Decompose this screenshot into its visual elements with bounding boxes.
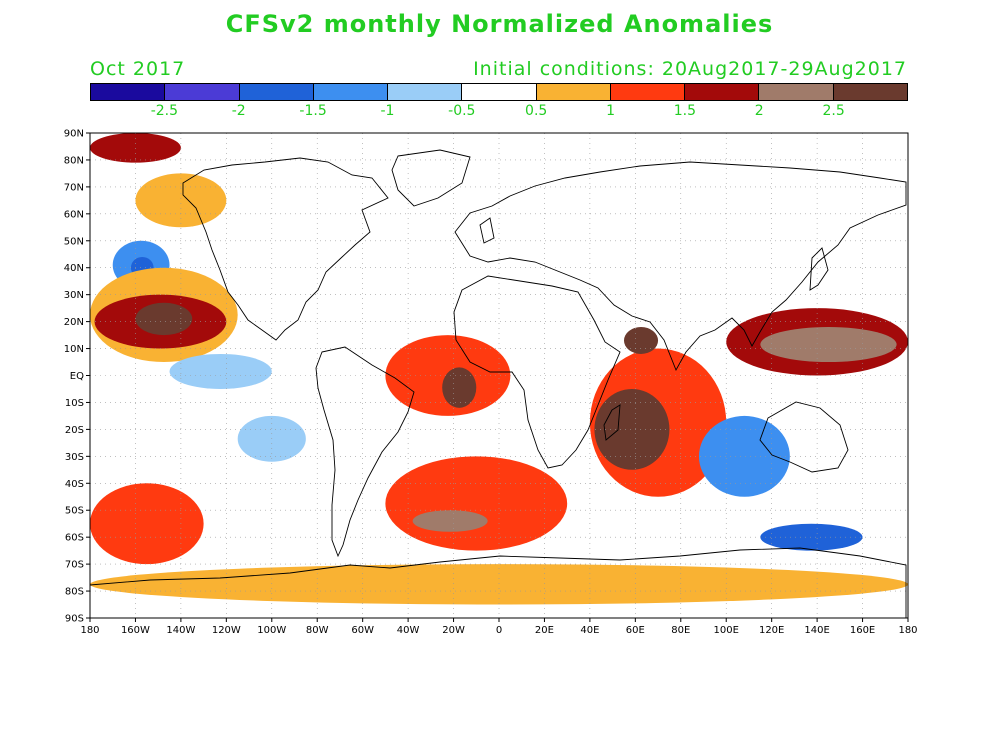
coast-south-america: [315, 346, 415, 558]
lat-tick-label: 60S: [65, 533, 84, 544]
colorbar-tick-label: 1.5: [673, 103, 697, 119]
colorbar-tick-label: -0.5: [448, 103, 476, 119]
lat-tick-label: 50S: [65, 506, 84, 517]
lat-tick-label: EQ: [70, 371, 84, 382]
colorbar-tick-label: -2.5: [150, 103, 179, 119]
colorbar-swatch: [833, 84, 907, 100]
colorbar-swatch: [91, 84, 166, 100]
anomaly-region: [442, 367, 477, 408]
colorbar-tick-label: 0.5: [525, 103, 548, 119]
initial-conditions: Initial conditions: 20Aug2017-29Aug2017: [473, 58, 907, 80]
lat-tick-label: 40N: [64, 263, 84, 274]
anomaly-region: [135, 302, 193, 336]
anomaly-region: [385, 456, 568, 551]
colorbar-tick-label: 2.5: [822, 103, 845, 119]
lat-tick-label: 40S: [65, 479, 84, 490]
colorbar-swatch: [759, 84, 834, 100]
anomaly-region: [135, 173, 227, 228]
lon-tick-label: 100W: [257, 625, 286, 636]
lat-tick-label: 90N: [64, 129, 84, 140]
lat-tick-label: 10S: [65, 398, 84, 409]
figure-title: CFSv2 monthly Normalized Anomalies: [225, 10, 774, 38]
latitude-labels: 90N 80N 70N 60N 50N 40N 30N 20N 10N EQ 10S 20S 30S 40…: [64, 129, 90, 625]
lon-tick-label: 140W: [166, 625, 195, 636]
lat-tick-label: 30S: [65, 452, 84, 463]
lon-tick-label: 0: [496, 625, 502, 636]
lat-tick-label: 70S: [65, 560, 84, 571]
coast-antarctica: [90, 547, 907, 618]
colorbar-swatch: [610, 84, 686, 100]
lon-tick-label: 160W: [121, 625, 150, 636]
forecast-month: Oct 2017: [90, 58, 186, 80]
colorbar-swatch: [462, 84, 537, 100]
anomaly-shading: [90, 133, 908, 605]
lon-tick-label: 60W: [351, 625, 374, 636]
lat-tick-label: 10N: [64, 344, 84, 355]
coast-madagascar: [603, 404, 621, 441]
colorbar-tick-label: -1: [380, 103, 395, 119]
coast-eurasia: [454, 161, 907, 372]
lon-tick-label: 100E: [714, 625, 739, 636]
graticule: [90, 133, 908, 618]
lon-tick-label: 180: [898, 625, 917, 636]
coast-greenland: [391, 149, 471, 207]
colorbar-labels: -2.5 -2 -1.5 -1 -0.5 0.5 1 1.5 2 2.5: [90, 103, 908, 123]
coast-north-america: [182, 157, 389, 341]
colorbar-swatch: [239, 84, 314, 100]
anomaly-region: [623, 327, 659, 354]
lat-tick-label: 70N: [64, 182, 84, 193]
colorbar: [90, 83, 908, 101]
lon-tick-label: 80E: [671, 625, 690, 636]
colorbar-tick-label: -1.5: [299, 103, 327, 119]
anomaly-region: [169, 353, 272, 389]
anomaly-region: [90, 564, 908, 605]
lat-tick-label: 80N: [64, 155, 84, 166]
lat-tick-label: 80S: [65, 587, 84, 598]
lon-tick-label: 40W: [397, 625, 420, 636]
colorbar-tick-label: -2: [231, 103, 246, 119]
colorbar-tick-label: 1: [606, 103, 615, 119]
lon-tick-label: 20E: [535, 625, 554, 636]
colorbar-swatch: [165, 84, 240, 100]
anomaly-region: [90, 483, 204, 565]
lon-tick-label: 140E: [804, 625, 829, 636]
lat-tick-label: 50N: [64, 236, 84, 247]
lat-tick-label: 60N: [64, 209, 84, 220]
coast-uk: [479, 217, 495, 244]
lon-tick-label: 20W: [442, 625, 465, 636]
coast-australia: [759, 401, 849, 473]
longitude-labels: 180 160W 140W 120W 100W 80W 60W 40W 20W 0 20E 40E 60…: [80, 618, 918, 636]
colorbar-swatch: [388, 84, 463, 100]
colorbar-tick-label: 2: [754, 103, 764, 119]
lon-tick-label: 180: [80, 625, 99, 636]
coast-africa: [453, 275, 621, 469]
anomaly-region: [760, 523, 863, 551]
colorbar-swatch: [313, 84, 389, 100]
anomaly-region: [760, 327, 897, 363]
colorbar-swatch: [536, 84, 611, 100]
lat-tick-label: 20S: [65, 425, 84, 436]
anomaly-region: [698, 415, 790, 497]
lat-tick-label: 90S: [65, 614, 84, 625]
lon-tick-label: 120E: [759, 625, 784, 636]
colorbar-swatch: [685, 84, 760, 100]
anomaly-region: [90, 133, 181, 163]
lat-tick-label: 30N: [64, 290, 84, 301]
lon-tick-label: 80W: [306, 625, 329, 636]
lon-tick-label: 40E: [580, 625, 599, 636]
lon-tick-label: 60E: [626, 625, 645, 636]
coastlines: [90, 149, 907, 618]
coast-japan: [809, 247, 829, 291]
anomaly-region: [412, 510, 488, 532]
lon-tick-label: 120W: [212, 625, 241, 636]
lat-tick-label: 20N: [64, 317, 84, 328]
lon-tick-label: 160E: [850, 625, 875, 636]
